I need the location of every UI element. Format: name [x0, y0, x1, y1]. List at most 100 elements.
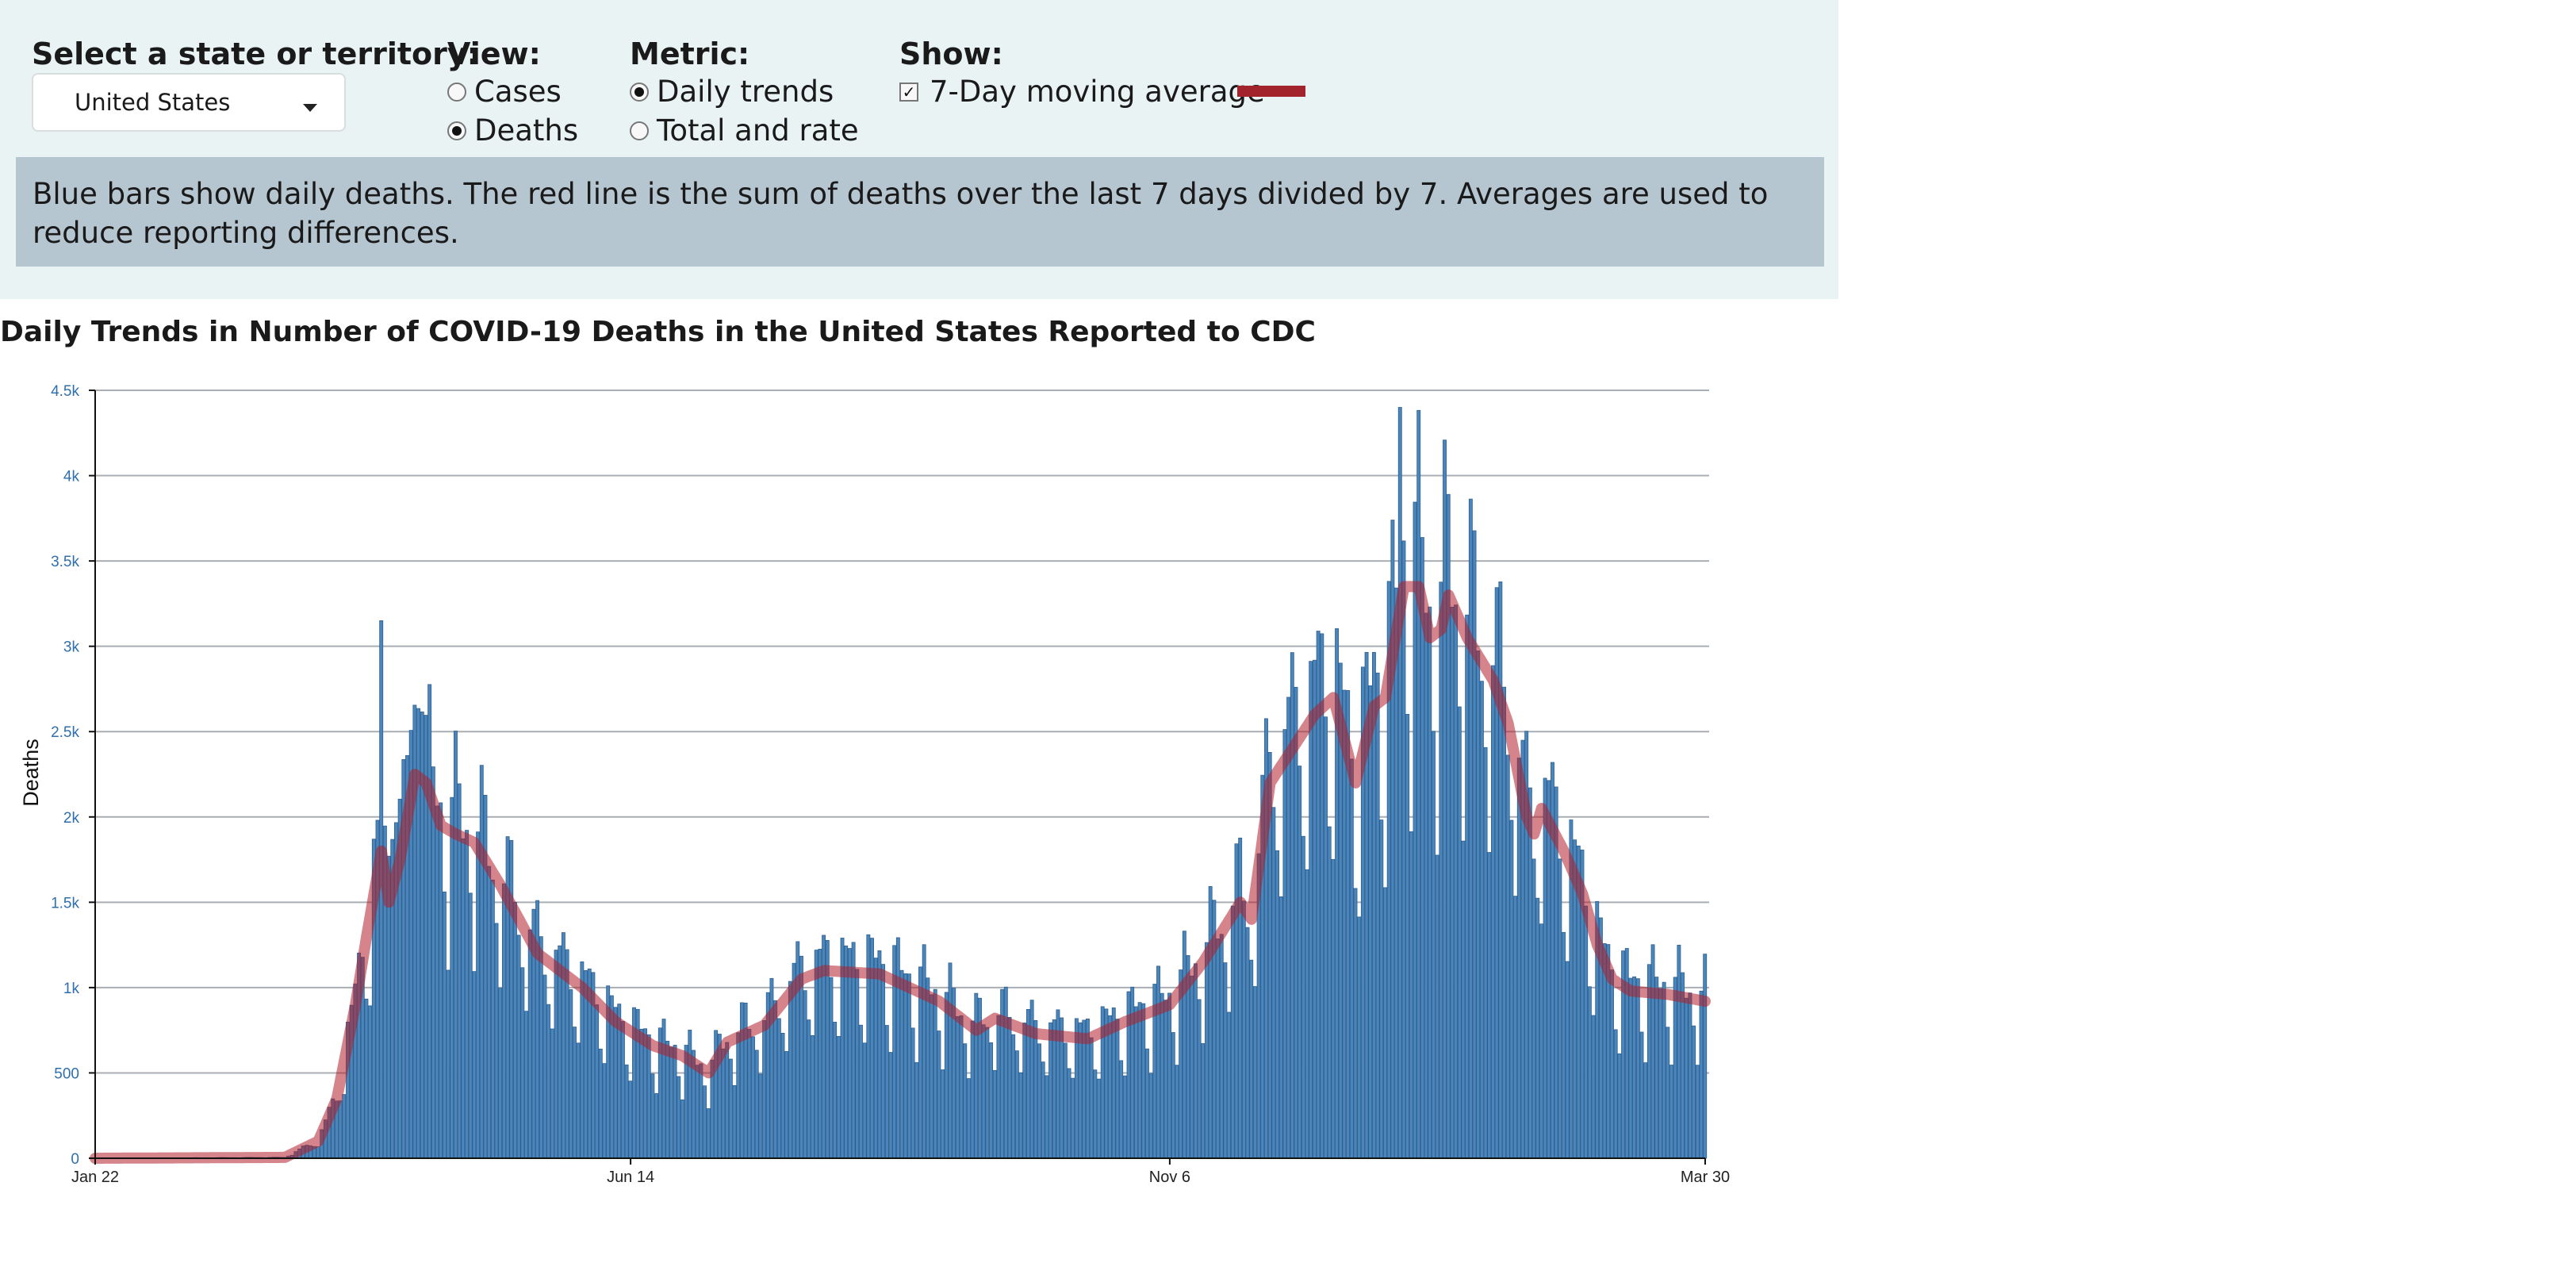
deaths-bar — [1409, 831, 1413, 1159]
y-tick-label: 2.5k — [51, 724, 79, 741]
radio-selected-icon[interactable] — [630, 82, 649, 102]
deaths-bar — [903, 973, 908, 1159]
deaths-bar — [1591, 1015, 1596, 1159]
checkbox-checked-icon[interactable]: ✓ — [899, 82, 918, 102]
y-tick-label: 4.5k — [51, 383, 79, 400]
state-select[interactable]: United States — [32, 73, 346, 132]
view-option-label: Deaths — [474, 113, 579, 148]
deaths-bar — [695, 1065, 700, 1159]
view-option-deaths[interactable]: Deaths — [447, 113, 578, 148]
deaths-bar — [602, 1063, 607, 1159]
deaths-bar — [926, 977, 930, 1159]
deaths-bar — [550, 1028, 554, 1159]
deaths-bar — [1673, 977, 1677, 1159]
deaths-bar — [1394, 587, 1399, 1159]
deaths-bar — [650, 1073, 655, 1159]
y-tick-label: 3k — [63, 639, 80, 656]
deaths-bar — [1219, 934, 1224, 1159]
deaths-bar — [487, 866, 492, 1159]
moving-average-toggle[interactable]: ✓ 7-Day moving average — [899, 75, 1265, 109]
deaths-bar — [706, 1108, 711, 1159]
deaths-bar — [316, 1146, 320, 1159]
deaths-bar — [1584, 905, 1589, 1159]
deaths-bar — [1048, 1022, 1053, 1159]
deaths-bar — [948, 962, 953, 1159]
deaths-bar — [895, 937, 900, 1159]
deaths-bar — [1610, 969, 1614, 1159]
deaths-bar — [1632, 976, 1637, 1159]
deaths-bar — [836, 1036, 841, 1159]
deaths-bar — [1201, 1043, 1206, 1159]
deaths-bar — [498, 988, 503, 1159]
deaths-bar — [513, 902, 517, 1159]
deaths-bar — [1148, 1073, 1153, 1159]
view-option-cases[interactable]: Cases — [447, 75, 562, 109]
deaths-bar — [1498, 582, 1503, 1159]
deaths-bar — [654, 1093, 659, 1159]
deaths-bar — [966, 1078, 971, 1159]
deaths-bar — [1468, 498, 1473, 1159]
deaths-bar — [877, 950, 882, 1159]
deaths-bar — [1505, 754, 1510, 1159]
deaths-bar — [795, 941, 800, 1159]
deaths-bar — [751, 1036, 755, 1159]
deaths-bar — [509, 839, 514, 1159]
deaths-bar — [907, 973, 911, 1159]
deaths-bar — [1435, 854, 1439, 1159]
deaths-bar — [740, 1002, 744, 1159]
deaths-bar — [1439, 582, 1443, 1159]
moving-average-line — [90, 581, 1711, 1164]
deaths-bar — [776, 1018, 781, 1159]
metric-option-total-and-rate[interactable]: Total and rate — [630, 113, 859, 148]
deaths-bar — [569, 989, 573, 1159]
metric-option-daily-trends[interactable]: Daily trends — [630, 75, 834, 109]
deaths-bar — [1290, 652, 1294, 1159]
deaths-bar — [450, 796, 454, 1159]
chart-title: Daily Trends in Number of COVID-19 Death… — [0, 316, 1316, 348]
deaths-bar — [1432, 731, 1436, 1159]
deaths-bar — [1349, 758, 1354, 1159]
y-tick-label: 1k — [63, 981, 80, 997]
y-tick-label: 0 — [71, 1151, 79, 1168]
deaths-bar — [1294, 686, 1298, 1159]
deaths-bar — [884, 1025, 889, 1159]
deaths-bar — [613, 1007, 618, 1159]
chart-moving-average — [90, 581, 1711, 1164]
deaths-bar — [1216, 938, 1220, 1159]
deaths-bar — [1238, 837, 1243, 1159]
deaths-bar — [639, 1028, 644, 1159]
deaths-bar — [1037, 1043, 1041, 1159]
deaths-bar — [1613, 1029, 1618, 1159]
deaths-bar — [1472, 530, 1477, 1159]
metric-label: Metric: — [630, 36, 750, 71]
radio-icon[interactable] — [447, 82, 466, 102]
state-select-value: United States — [75, 89, 231, 116]
deaths-bar — [899, 969, 904, 1159]
deaths-bar — [1465, 614, 1470, 1159]
deaths-bar — [933, 988, 937, 1159]
deaths-bar — [1045, 1075, 1049, 1159]
deaths-bar — [758, 1073, 763, 1159]
deaths-bar — [431, 766, 435, 1159]
deaths-bar — [922, 944, 926, 1159]
y-tick-label: 500 — [54, 1065, 79, 1082]
deaths-bar — [1547, 780, 1551, 1159]
deaths-bar — [1122, 1075, 1127, 1159]
radio-icon[interactable] — [630, 121, 649, 140]
deaths-bar — [1193, 963, 1198, 1159]
deaths-bar — [1375, 672, 1380, 1159]
deaths-bar — [1011, 1034, 1016, 1159]
deaths-bar — [747, 1029, 752, 1159]
deaths-bar — [1401, 540, 1406, 1159]
deaths-bar — [732, 1084, 737, 1159]
deaths-bar — [910, 1027, 915, 1159]
radio-selected-icon[interactable] — [447, 121, 466, 140]
deaths-bar — [1167, 992, 1172, 1159]
deaths-bar — [628, 1080, 633, 1159]
deaths-bar — [1312, 659, 1317, 1159]
deaths-bar — [1558, 858, 1562, 1159]
deaths-bar — [620, 1021, 625, 1159]
deaths-bar — [728, 1058, 733, 1159]
deaths-bar — [814, 950, 818, 1159]
deaths-bar — [1353, 888, 1358, 1159]
